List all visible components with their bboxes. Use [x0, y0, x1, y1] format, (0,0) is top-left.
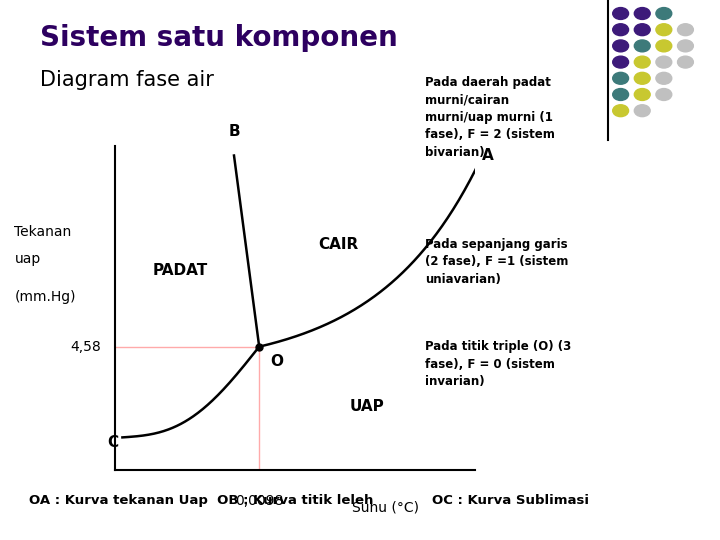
Text: O: O — [270, 354, 283, 369]
Text: C: C — [108, 435, 119, 450]
Text: CAIR: CAIR — [318, 238, 359, 253]
Text: Pada daerah padat
murni/cairan
murni/uap murni (1
fase), F = 2 (sistem
bivarian): Pada daerah padat murni/cairan murni/uap… — [425, 76, 554, 159]
Text: B: B — [228, 124, 240, 139]
Text: 0,0098: 0,0098 — [235, 494, 284, 508]
Text: Suhu (°C): Suhu (°C) — [351, 501, 419, 515]
Text: Pada sepanjang garis
(2 fase), F =1 (sistem
uniavarian): Pada sepanjang garis (2 fase), F =1 (sis… — [425, 238, 568, 286]
Text: Sistem satu komponen: Sistem satu komponen — [40, 24, 397, 52]
Text: Diagram fase air: Diagram fase air — [40, 70, 213, 90]
Text: UAP: UAP — [350, 400, 384, 415]
Text: 4,58: 4,58 — [70, 340, 101, 354]
Text: PADAT: PADAT — [153, 264, 207, 279]
Text: OA : Kurva tekanan Uap  OB : Kurva titik leleh: OA : Kurva tekanan Uap OB : Kurva titik … — [29, 494, 373, 507]
Text: Tekanan: Tekanan — [14, 225, 72, 239]
Text: (mm.Hg): (mm.Hg) — [14, 290, 76, 304]
Text: uap: uap — [14, 252, 40, 266]
Text: Pada titik triple (O) (3
fase), F = 0 (sistem
invarian): Pada titik triple (O) (3 fase), F = 0 (s… — [425, 340, 571, 388]
Text: OC : Kurva Sublimasi: OC : Kurva Sublimasi — [432, 494, 589, 507]
Text: A: A — [482, 148, 494, 163]
